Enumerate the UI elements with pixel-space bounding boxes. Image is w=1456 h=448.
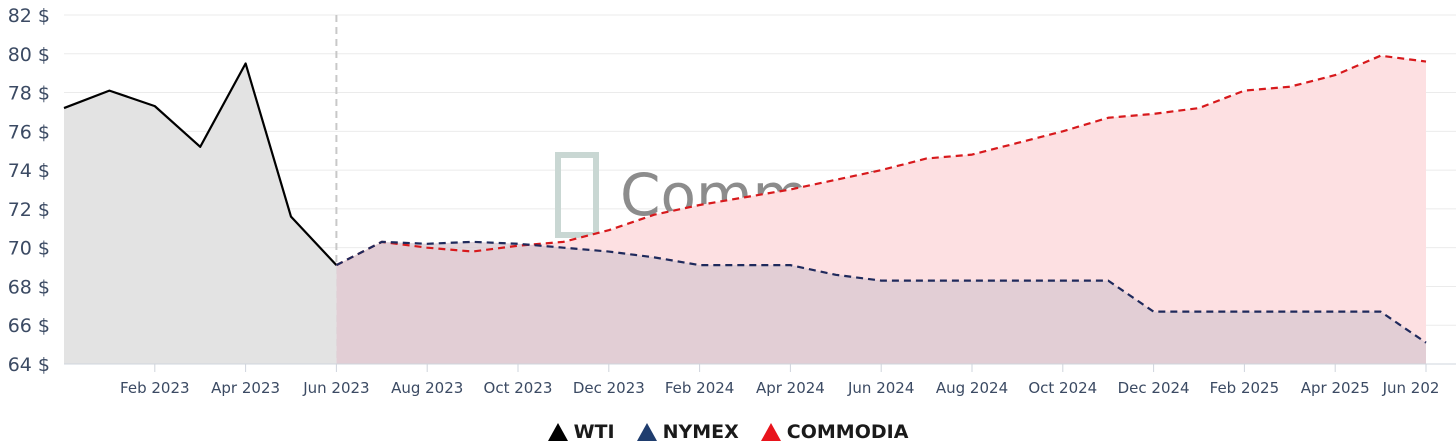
series-line-wti[interactable]: [63, 62, 338, 266]
legend-triangle-icon: [760, 423, 781, 441]
y-tick-label: 82 $: [8, 5, 50, 27]
series-fills: [64, 55, 1426, 364]
x-tick-label: Aug 2024: [936, 379, 1008, 397]
x-tick-label: Dec 2024: [1118, 379, 1190, 397]
y-tick-label: 64 $: [8, 354, 50, 376]
y-tick-label: 66 $: [8, 315, 50, 337]
legend-label: NYMEX: [662, 421, 739, 443]
y-axis: 64 $ 66 $ 68 $ 70 $ 72 $ 74 $ 76 $ 78 $ 80 $ 82 $: [8, 5, 50, 376]
x-tick-label: Apr 2024: [756, 379, 825, 397]
y-tick-label: 76 $: [8, 121, 50, 143]
x-axis: Feb 2023 Apr 2023 Jun 2023 Aug 2023 Oct 2023…: [64, 363, 1456, 397]
legend-item-commodia[interactable]: COMMODIA: [760, 421, 909, 443]
legend-triangle-icon: [636, 423, 657, 441]
watermark-logo-mark: [555, 152, 599, 238]
x-tick-label: Jun 2024: [847, 379, 914, 397]
x-tick-label: Apr 2025: [1301, 379, 1370, 397]
x-tick-label: Jun 202: [1382, 379, 1440, 397]
x-tick-label: Dec 2023: [573, 379, 645, 397]
x-tick-label: Feb 2024: [665, 379, 735, 397]
y-tick-label: 72 $: [8, 199, 50, 221]
y-tick-label: 80 $: [8, 44, 50, 66]
x-tick-label: Oct 2023: [484, 379, 553, 397]
y-tick-label: 68 $: [8, 276, 50, 298]
series-line-nymex[interactable]: [335, 240, 1427, 344]
legend-triangle-icon: [547, 423, 568, 441]
series-area-wti: [64, 63, 337, 364]
x-tick-label: Oct 2024: [1028, 379, 1097, 397]
legend-item-wti[interactable]: WTI: [547, 421, 615, 443]
price-chart: Commodia 64 $66 $68 $70 $72 $74 $76 $78 …: [8, 5, 1456, 397]
x-tick-label: Feb 2025: [1210, 379, 1280, 397]
x-tick-label: Aug 2023: [391, 379, 463, 397]
legend: WTI NYMEX COMMODIA: [0, 418, 1456, 446]
y-tick-label: 70 $: [8, 238, 50, 260]
legend-label: WTI: [573, 421, 615, 443]
series-area-nymex: [336, 241, 1426, 364]
x-tick-label: Feb 2023: [120, 379, 190, 397]
legend-item-nymex[interactable]: NYMEX: [636, 421, 739, 443]
legend-label: COMMODIA: [786, 421, 909, 443]
x-tick-label: Apr 2023: [211, 379, 280, 397]
x-tick-label: Jun 2023: [302, 379, 369, 397]
y-tick-label: 74 $: [8, 160, 50, 182]
series-lines: [63, 54, 1427, 344]
y-tick-label: 78 $: [8, 83, 50, 105]
